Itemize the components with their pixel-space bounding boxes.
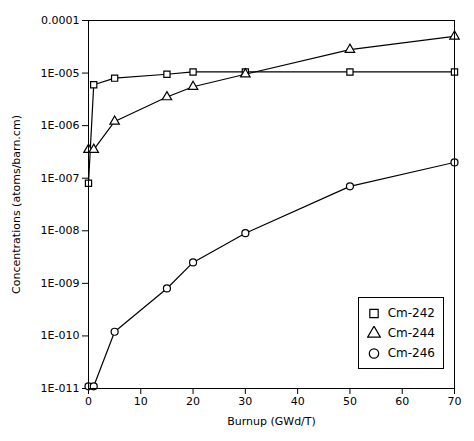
svg-text:1E-007: 1E-007 (41, 172, 80, 185)
svg-text:60: 60 (395, 395, 409, 408)
svg-text:40: 40 (291, 395, 305, 408)
svg-text:1E-005: 1E-005 (41, 67, 80, 80)
svg-text:Burnup (GWd/T): Burnup (GWd/T) (227, 415, 316, 428)
svg-text:30: 30 (238, 395, 252, 408)
svg-text:0: 0 (85, 395, 92, 408)
svg-text:1E-010: 1E-010 (41, 329, 80, 342)
html-text:Cm-242: Cm-242 (387, 306, 435, 320)
html-text:Cm-246: Cm-246 (387, 346, 435, 360)
html-text:Cm-244: Cm-244 (387, 326, 435, 340)
svg-text:0.0001: 0.0001 (41, 14, 80, 27)
svg-text:1E-006: 1E-006 (41, 119, 80, 132)
svg-text:1E-011: 1E-011 (41, 382, 80, 395)
svg-text:Concentrations (atoms/barn.cm): Concentrations (atoms/barn.cm) (10, 115, 23, 294)
svg-text:50: 50 (343, 395, 357, 408)
svg-text:1E-009: 1E-009 (41, 277, 80, 290)
svg-text:10: 10 (134, 395, 148, 408)
svg-text:20: 20 (186, 395, 200, 408)
svg-text:1E-008: 1E-008 (41, 224, 80, 237)
svg-text:70: 70 (448, 395, 462, 408)
